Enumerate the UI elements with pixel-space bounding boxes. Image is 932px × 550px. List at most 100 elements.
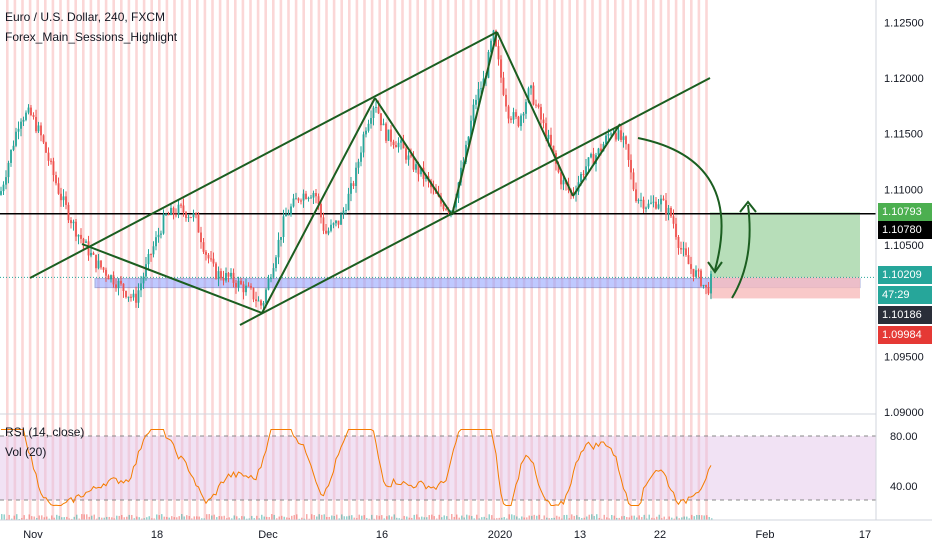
session-stripe — [621, 0, 625, 520]
volume-bar — [211, 515, 213, 520]
candle-body — [60, 193, 62, 201]
volume-bar — [438, 514, 440, 520]
candle-body — [532, 85, 535, 105]
symbol-title: Euro / U.S. Dollar, 240, FXCM — [5, 10, 166, 24]
volume-bar — [681, 517, 683, 520]
indicator-title: Forex_Main_Sessions_Highlight — [5, 30, 178, 44]
candle-body — [560, 172, 562, 185]
volume-bar — [476, 514, 478, 520]
candle-body — [57, 183, 60, 194]
volume-bar — [666, 518, 668, 520]
trend-drawings — [29, 31, 757, 326]
volume-bar — [403, 515, 405, 520]
x-tick-label: 2020 — [488, 529, 512, 541]
candle-body — [507, 106, 510, 119]
candle-body — [522, 113, 525, 116]
candle-body — [352, 183, 355, 187]
volume-bar — [181, 514, 183, 520]
volume-bar — [153, 518, 155, 520]
candle-body — [375, 107, 377, 109]
candle-body — [35, 116, 37, 132]
volume-bar — [281, 515, 283, 520]
session-stripe — [348, 0, 351, 520]
session-stripe — [446, 0, 450, 520]
candle-body — [47, 152, 50, 161]
rsi-tick-label: 40.00 — [890, 481, 918, 493]
candle-body — [2, 184, 5, 192]
session-stripe — [667, 0, 670, 520]
candle-body — [307, 197, 310, 200]
volume-bar — [428, 515, 430, 520]
session-stripe — [294, 0, 298, 520]
candle-body — [527, 88, 530, 103]
volume-bar — [463, 517, 465, 520]
session-stripe — [150, 0, 153, 520]
candle-body — [620, 130, 622, 140]
volume-bar — [246, 518, 248, 520]
volume-bar — [636, 517, 638, 520]
volume-bar — [693, 516, 695, 520]
volume-bar — [526, 517, 528, 520]
session-stripe — [629, 0, 632, 520]
volume-bar — [376, 515, 378, 520]
arrowhead-up — [739, 200, 757, 213]
volume-bar — [201, 518, 203, 520]
session-stripe — [211, 0, 214, 520]
volume-bar — [206, 514, 208, 520]
candle-body — [562, 180, 565, 185]
volume-bar — [53, 517, 55, 520]
volume-bar — [236, 516, 238, 520]
candle-body — [225, 273, 227, 281]
volume-bar — [551, 518, 553, 520]
volume-bar — [706, 515, 708, 520]
candle-body — [217, 271, 220, 279]
volume-bar — [13, 515, 15, 520]
candle-body — [357, 161, 360, 168]
candle-body — [667, 207, 670, 215]
candle-body — [125, 291, 127, 298]
session-stripe — [234, 0, 237, 520]
candle-body — [277, 239, 280, 258]
candle-body — [550, 134, 552, 146]
volume-bar — [326, 517, 328, 520]
volume-bar — [493, 518, 495, 520]
volume-bar — [83, 514, 85, 520]
volume-bar — [711, 518, 713, 520]
candle-body — [5, 177, 7, 185]
volume-bar — [641, 517, 643, 520]
volume-bar — [293, 515, 295, 520]
volume-bar — [491, 515, 493, 520]
candle-body — [230, 272, 232, 277]
candle-body — [412, 156, 415, 170]
volume-bar — [613, 515, 615, 520]
volume-bar — [436, 518, 438, 520]
volume-bar — [391, 516, 393, 520]
volume-bar — [258, 518, 260, 520]
candle-body — [682, 248, 685, 250]
candle-body — [95, 254, 97, 269]
volume-bar — [506, 518, 508, 520]
trend-line — [451, 31, 498, 216]
session-stripe — [325, 0, 328, 520]
session-stripe — [241, 0, 245, 520]
volume-bar — [453, 516, 455, 520]
candle-body — [650, 202, 652, 204]
candle-body — [32, 114, 35, 117]
x-tick-label: 17 — [859, 529, 871, 541]
session-stripe — [652, 0, 655, 520]
volume-bar — [61, 517, 63, 520]
candle-body — [687, 255, 690, 265]
volume-bar — [156, 514, 158, 520]
candle-body — [655, 201, 657, 209]
volume-bar — [233, 515, 235, 520]
candle-body — [50, 160, 52, 162]
volume-bar — [571, 514, 573, 520]
volume-bar — [231, 518, 233, 520]
volume-bar — [6, 518, 8, 520]
session-stripe — [226, 0, 229, 520]
volume-bar — [176, 517, 178, 520]
session-stripe — [515, 0, 518, 520]
volume-bar — [273, 514, 275, 520]
volume-bar — [406, 516, 408, 520]
volume-bar — [631, 515, 633, 520]
